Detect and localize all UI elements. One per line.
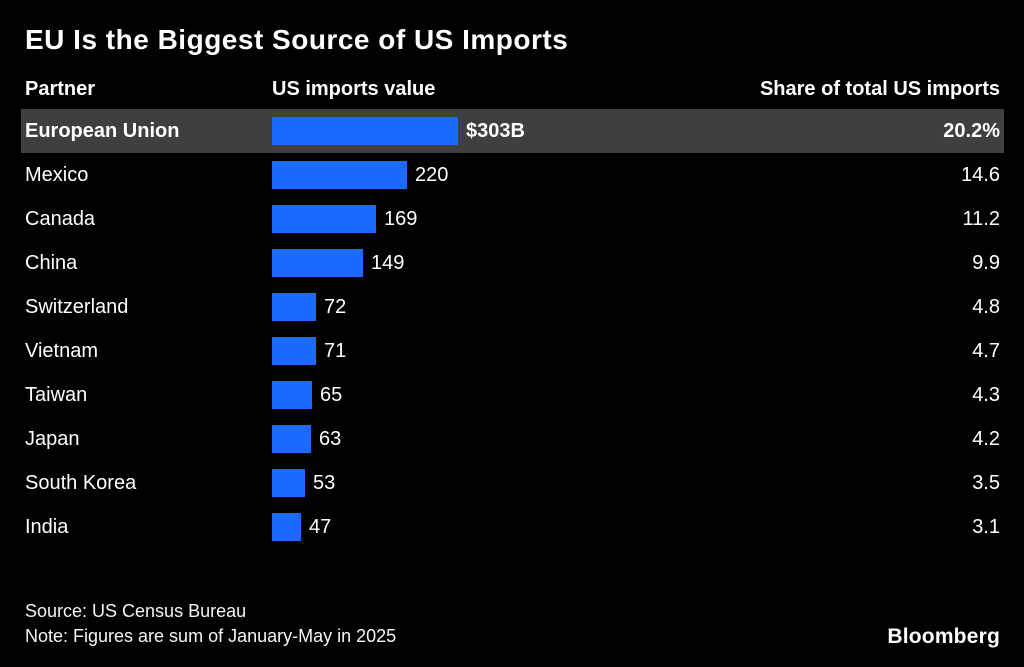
import-value-bar [272,469,305,497]
bloomberg-logo: Bloomberg [887,625,1000,648]
partner-label: India [25,515,69,538]
value-label: 47 [309,515,332,538]
value-label: 72 [324,295,347,318]
table-row: Japan 63 4.2 [25,417,1000,461]
column-headers: Partner US imports value Share of total … [25,78,1000,101]
bar-cell: 169 [272,205,860,233]
partner-label: China [25,251,78,274]
value-label: $303B [466,119,525,142]
share-label: 20.2% [943,119,1000,142]
value-label: 149 [371,251,405,274]
bar-cell: 71 [272,337,860,365]
bar-cell: 47 [272,513,860,541]
table-row: Taiwan 65 4.3 [25,373,1000,417]
bar-cell: 53 [272,469,860,497]
import-value-bar [272,293,316,321]
note-text: Note: Figures are sum of January-May in … [25,626,397,646]
import-value-bar [272,161,407,189]
header-imports-value: US imports value [272,78,436,100]
chart-title: EU Is the Biggest Source of US Imports [25,24,569,55]
import-value-bar [272,117,458,145]
import-value-bar [272,513,301,541]
bar-table: European Union $303B 20.2% Mexico 220 14… [21,109,1004,549]
bar-cell: $303B [272,117,860,145]
table-row: India 47 3.1 [25,505,1000,549]
table-row: Mexico 220 14.6 [25,153,1000,197]
share-label: 14.6 [961,163,1000,186]
table-row: European Union $303B 20.2% [21,109,1004,153]
partner-label: European Union [25,119,180,142]
import-value-bar [272,337,316,365]
value-label: 220 [415,163,449,186]
header-share: Share of total US imports [759,78,1000,100]
import-value-bar [272,249,363,277]
share-label: 4.2 [972,427,1000,450]
bar-cell: 72 [272,293,860,321]
partner-label: Vietnam [25,339,99,362]
bar-cell: 65 [272,381,860,409]
bar-cell: 220 [272,161,860,189]
table-row: Switzerland 72 4.8 [25,285,1000,329]
table-row: China 149 9.9 [25,241,1000,285]
share-label: 4.8 [972,295,1000,318]
footer: Source: US Census Bureau Note: Figures a… [25,599,1000,649]
header-partner: Partner [25,78,96,100]
bar-cell: 63 [272,425,860,453]
value-label: 169 [384,207,418,230]
value-label: 53 [313,471,336,494]
share-label: 3.5 [972,471,1000,494]
import-value-bar [272,205,376,233]
table-row: Vietnam 71 4.7 [25,329,1000,373]
share-label: 3.1 [972,515,1000,538]
value-label: 65 [320,383,343,406]
partner-label: Japan [25,427,80,450]
share-label: 4.7 [972,339,1000,362]
partner-label: Taiwan [25,383,88,406]
share-label: 4.3 [972,383,1000,406]
share-label: 11.2 [962,207,1000,230]
partner-label: South Korea [25,471,137,494]
value-label: 71 [324,339,347,362]
value-label: 63 [319,427,342,450]
import-value-bar [272,425,311,453]
footer-notes: Source: US Census Bureau Note: Figures a… [25,599,396,649]
partner-label: Switzerland [25,295,129,318]
partner-label: Mexico [25,163,89,186]
share-label: 9.9 [972,251,1000,274]
source-text: Source: US Census Bureau [25,601,247,621]
table-row: Canada 169 11.2 [25,197,1000,241]
bar-cell: 149 [272,249,860,277]
table-row: South Korea 53 3.5 [25,461,1000,505]
import-value-bar [272,381,312,409]
partner-label: Canada [25,207,96,230]
